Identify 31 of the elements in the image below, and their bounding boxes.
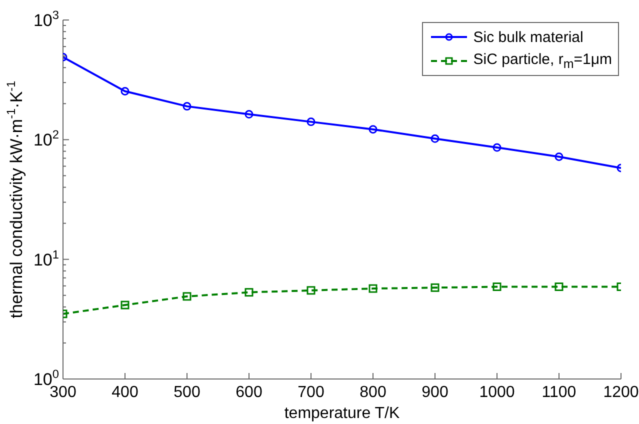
point [430, 134, 440, 143]
x-tick-label: 400 [112, 384, 138, 401]
point [492, 282, 502, 292]
point [182, 102, 192, 111]
point [554, 152, 564, 161]
x-tick-label: 600 [236, 384, 262, 401]
point [244, 110, 254, 119]
x-tick-label: 500 [174, 384, 200, 401]
point [120, 86, 130, 96]
x-tick-label: 900 [422, 384, 448, 401]
x-axis-title: temperature T/K [284, 405, 400, 422]
legend-label: Sic bulk material [473, 28, 584, 46]
point [492, 143, 502, 152]
point [182, 292, 192, 301]
point [120, 300, 130, 310]
x-tick-label: 1100 [542, 384, 576, 401]
y-tick-label: 10$^{2}$ [33, 128, 60, 150]
y-tick-label: 10$^{3}$ [33, 8, 60, 30]
x-tick-label: 1000 [479, 384, 515, 401]
x-tick-label: 800 [360, 384, 386, 401]
point [244, 288, 254, 297]
point [368, 125, 378, 134]
point [368, 284, 378, 293]
legend-label: SiC particle, r$_{m}$=1μm [473, 51, 612, 71]
point [306, 118, 316, 126]
x-tick-label: 1200 [603, 384, 639, 401]
point [306, 286, 316, 295]
y-tick-label: 10$^{1}$ [33, 247, 60, 270]
point [554, 282, 564, 292]
x-tick-label: 700 [298, 384, 324, 401]
point [430, 283, 440, 292]
